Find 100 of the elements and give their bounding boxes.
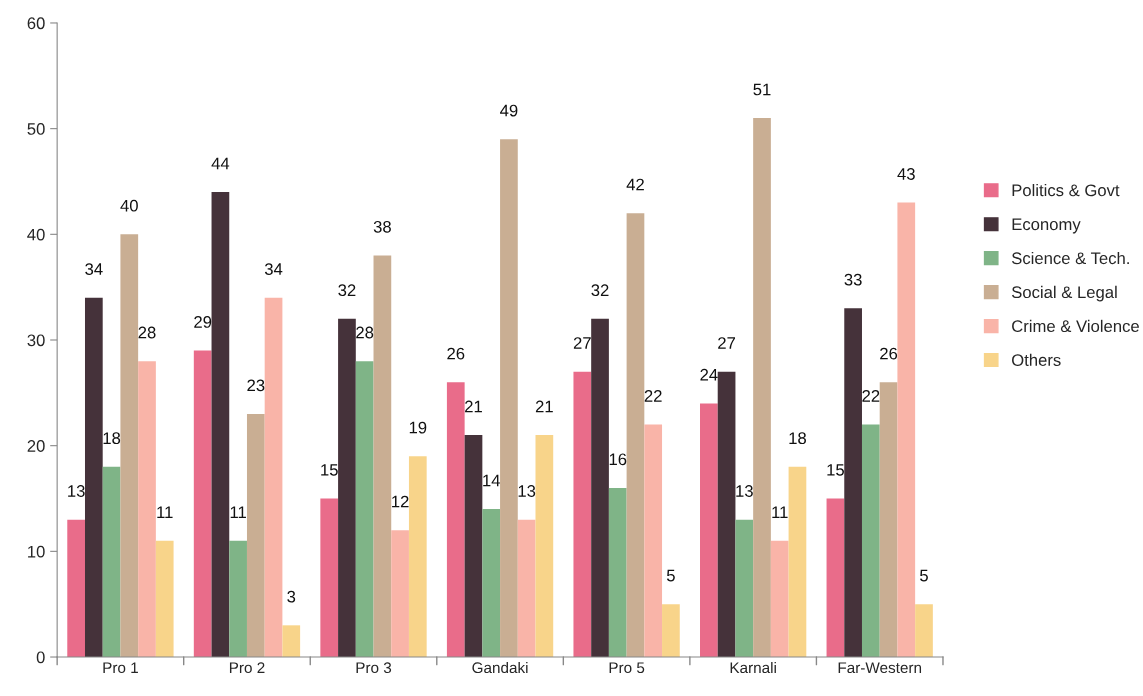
y-tick-label: 20: [27, 440, 45, 452]
data-label: 11: [230, 506, 246, 518]
bar: [282, 625, 301, 658]
bar: [482, 509, 501, 658]
data-label: 13: [518, 485, 536, 497]
y-tick-label: 60: [27, 17, 45, 30]
y-tick-label: 10: [28, 545, 45, 558]
data-label: 26: [447, 347, 465, 360]
data-label: 26: [880, 347, 898, 360]
data-label: 15: [321, 464, 338, 476]
data-label: 28: [356, 326, 374, 339]
data-label: 44: [211, 157, 230, 170]
bar: [861, 424, 880, 658]
data-label: 18: [103, 432, 121, 445]
bar: [626, 213, 645, 658]
legend-label: Others: [1012, 353, 1061, 366]
data-label: 13: [736, 485, 753, 497]
bar: [391, 530, 409, 658]
bar: [320, 498, 339, 658]
bar: [67, 519, 85, 658]
bar: [246, 413, 265, 658]
x-tick-label: Pro 3: [356, 662, 392, 674]
data-label: 21: [535, 400, 553, 413]
bar: [644, 424, 663, 658]
x-tick-label: Karnali: [730, 661, 776, 674]
x-tick-label: Far-Western: [838, 662, 922, 674]
data-label: 51: [753, 83, 771, 96]
data-label: 32: [338, 284, 356, 297]
bar: [788, 466, 807, 658]
bar: [879, 382, 898, 658]
legend-label: Politics & Govt: [1012, 183, 1120, 197]
bar: [264, 297, 283, 658]
bar: [517, 519, 536, 658]
data-label: 24: [700, 368, 718, 381]
bar: [662, 604, 680, 658]
bar: [120, 234, 139, 658]
data-label: 5: [920, 569, 928, 582]
bar: [229, 540, 247, 658]
bar: [84, 297, 103, 658]
bar: [138, 361, 156, 658]
legend-label: Economy: [1012, 218, 1081, 234]
bar: [355, 361, 374, 658]
data-label: 34: [264, 263, 283, 275]
x-tick-label: Pro 5: [609, 662, 645, 674]
y-tick-label: 40: [27, 228, 45, 241]
data-label: 33: [844, 273, 862, 286]
data-label: 21: [465, 400, 482, 413]
y-tick-label: 0: [36, 651, 45, 664]
bar: [193, 350, 212, 658]
data-label: 34: [85, 263, 103, 275]
x-tick-label: Pro 2: [229, 662, 265, 674]
legend-label: Social & Legal: [1011, 285, 1117, 302]
data-label: 40: [120, 199, 138, 212]
bar: [338, 318, 356, 658]
data-label: 12: [392, 495, 409, 508]
bar: [211, 192, 230, 658]
data-label: 23: [247, 379, 265, 392]
data-label: 28: [138, 326, 156, 339]
data-label: 32: [591, 284, 609, 297]
data-label: 15: [827, 464, 844, 476]
bar: [897, 202, 916, 658]
bar: [408, 456, 427, 658]
data-label: 19: [409, 421, 427, 434]
bar: [770, 540, 789, 658]
bar: [373, 255, 392, 658]
data-label: 13: [68, 485, 85, 497]
data-label: 14: [483, 474, 500, 487]
bar: [717, 371, 736, 658]
bar: [826, 498, 845, 658]
bar: [753, 118, 771, 658]
y-tick-label: 50: [27, 123, 45, 135]
bar: [700, 403, 718, 658]
data-label: 11: [157, 506, 173, 518]
bar: [735, 519, 754, 658]
bar: [446, 382, 465, 658]
data-label: 3: [287, 590, 296, 603]
bar: [591, 318, 609, 658]
data-label: 22: [644, 390, 662, 402]
data-label: 11: [772, 506, 788, 518]
x-tick-label: Pro 1: [103, 662, 138, 674]
legend-label: Science & Tech.: [1011, 251, 1129, 265]
bar: [535, 435, 554, 658]
bar: [608, 487, 627, 658]
data-label: 29: [194, 316, 212, 328]
data-label: 18: [789, 432, 806, 445]
data-label: 27: [718, 337, 736, 349]
data-label: 49: [500, 104, 518, 117]
legend-label: Crime & Violence: [1012, 319, 1139, 333]
bar: [915, 604, 933, 658]
data-label: 5: [666, 569, 675, 582]
data-label: 43: [897, 168, 915, 180]
x-tick-label: Gandaki: [472, 661, 528, 674]
data-label: 27: [573, 337, 591, 349]
bar: [500, 139, 518, 658]
data-label: 16: [609, 453, 627, 466]
data-label: 42: [626, 178, 644, 191]
data-label: 22: [862, 390, 880, 402]
bar: [155, 540, 174, 658]
bar: [573, 371, 592, 658]
bar: [102, 466, 121, 658]
